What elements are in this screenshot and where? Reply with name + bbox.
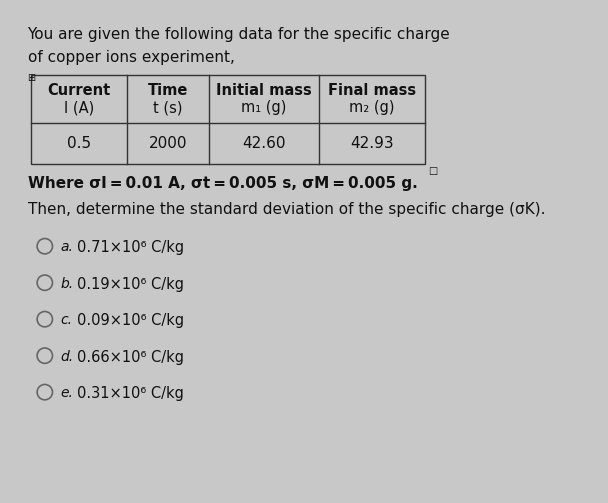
Text: Time: Time [148, 83, 188, 98]
Text: You are given the following data for the specific charge: You are given the following data for the… [27, 27, 451, 42]
Text: 0.19×10⁶ C/kg: 0.19×10⁶ C/kg [77, 277, 184, 292]
Text: 0.66×10⁶ C/kg: 0.66×10⁶ C/kg [77, 350, 184, 365]
Text: □: □ [428, 165, 437, 176]
Text: ⊞: ⊞ [27, 73, 36, 83]
Text: of copper ions experiment,: of copper ions experiment, [27, 50, 235, 65]
Text: 0.5: 0.5 [67, 136, 91, 151]
Text: m₂ (g): m₂ (g) [350, 100, 395, 115]
Text: 0.71×10⁶ C/kg: 0.71×10⁶ C/kg [77, 240, 185, 256]
Text: Current: Current [48, 83, 111, 98]
Text: m₁ (g): m₁ (g) [241, 100, 287, 115]
Text: Final mass: Final mass [328, 83, 416, 98]
Text: 42.93: 42.93 [350, 136, 394, 151]
Text: a.: a. [60, 240, 73, 255]
Text: 0.31×10⁶ C/kg: 0.31×10⁶ C/kg [77, 386, 184, 401]
Text: b.: b. [60, 277, 74, 291]
Text: Then, determine the standard deviation of the specific charge (σK).: Then, determine the standard deviation o… [27, 202, 545, 217]
Text: 42.60: 42.60 [243, 136, 286, 151]
Text: Where σI = 0.01 A, σt = 0.005 s, σM = 0.005 g.: Where σI = 0.01 A, σt = 0.005 s, σM = 0.… [27, 176, 417, 191]
Text: Initial mass: Initial mass [216, 83, 312, 98]
Text: 2000: 2000 [149, 136, 187, 151]
Text: d.: d. [60, 350, 74, 364]
Text: e.: e. [60, 386, 73, 400]
Text: I (A): I (A) [64, 100, 94, 115]
Text: c.: c. [60, 313, 72, 327]
Text: 0.09×10⁶ C/kg: 0.09×10⁶ C/kg [77, 313, 185, 328]
Bar [32, 75, 425, 163]
Text: t (s): t (s) [153, 100, 183, 115]
